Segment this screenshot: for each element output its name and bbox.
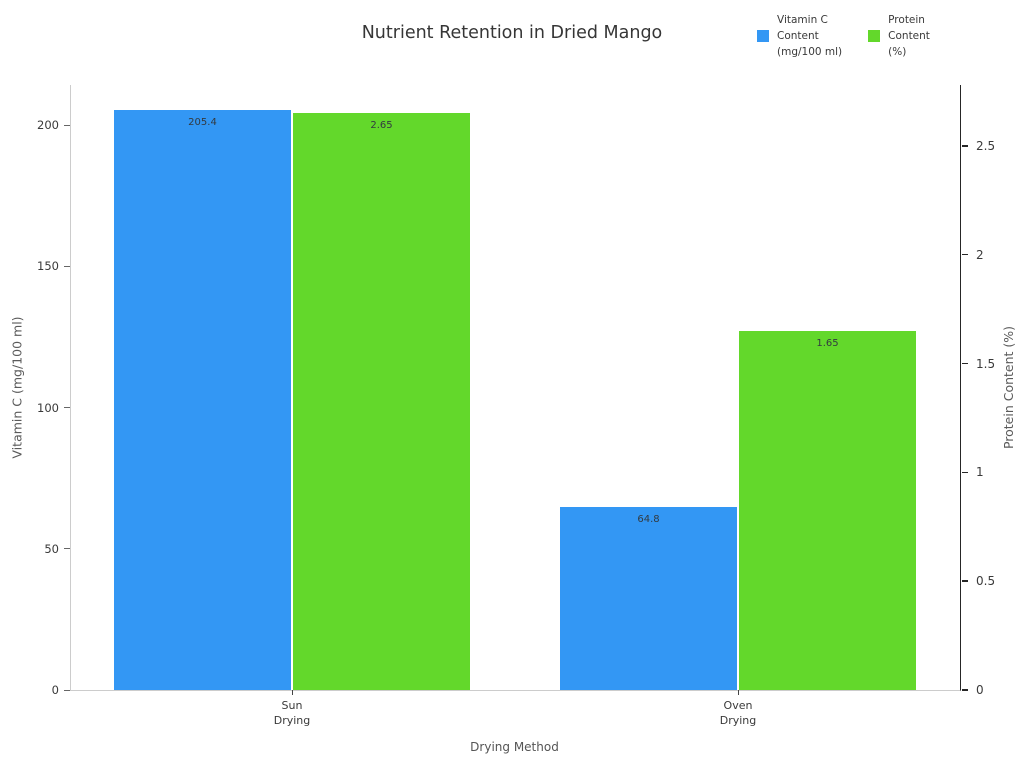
right-axis-tick <box>962 689 968 691</box>
right-axis-title-wrap: Protein Content (%) <box>996 85 1022 690</box>
right-axis-tick <box>962 471 968 474</box>
left-axis-tick-label: 150 <box>37 259 59 274</box>
left-axis-tick-label: 50 <box>44 541 59 556</box>
right-axis-tick <box>962 362 968 365</box>
legend: Vitamin C Content (mg/100 ml) Protein Con… <box>757 12 930 60</box>
chart-title: Nutrient Retention in Dried Mango <box>361 23 663 43</box>
left-axis-tick <box>64 548 70 550</box>
bar-value-label: 64.8 <box>637 513 660 525</box>
x-axis-title: Drying Method <box>470 740 559 754</box>
left-axis-title: Vitamin C (mg/100 ml) <box>9 316 25 459</box>
right-axis-title: Protein Content (%) <box>1001 325 1017 450</box>
legend-entry-label: Vitamin C Content (mg/100 ml) <box>777 14 843 58</box>
right-axis-tick <box>962 145 968 147</box>
bar-value-label: 205.4 <box>188 116 217 128</box>
legend-swatch-icon <box>757 30 769 42</box>
left-axis-tick-label: 0 <box>51 683 59 697</box>
right-axis-tick-label: 1.5 <box>976 356 996 371</box>
x-axis-tick <box>738 690 739 695</box>
right-axis-tick-label: 0 <box>976 683 984 697</box>
left-axis-tick <box>64 407 70 409</box>
left-axis-tick-label: 200 <box>37 118 59 133</box>
plot-area: 205.4 64.8 2.65 1.65 0 50 100 150 200 0 0.5 1 1.5 2 2.… <box>37 85 995 727</box>
x-axis-category-label: Sun Drying <box>273 699 311 727</box>
legend-entry-label: Protein Content (%) <box>888 14 930 58</box>
legend-entry-0: Vitamin C Content (mg/100 ml) <box>757 12 842 60</box>
x-axis-tick <box>292 690 293 695</box>
bar-series0-cat1 <box>560 506 737 690</box>
legend-swatch-icon <box>868 30 881 42</box>
right-axis-tick <box>962 580 968 582</box>
left-axis-tick-label: 100 <box>37 400 59 415</box>
right-axis-tick-label: 1 <box>976 465 984 480</box>
legend-entry-1: Protein Content (%) <box>868 12 930 60</box>
bar-series1-cat0 <box>293 113 470 690</box>
bar-series0-cat0 <box>114 109 291 690</box>
left-axis-tick <box>64 689 70 691</box>
right-axis-tick-label: 2.5 <box>976 138 996 153</box>
bar-value-label: 2.65 <box>370 120 393 132</box>
right-axis-tick <box>962 253 968 256</box>
left-axis-title-wrap: Vitamin C (mg/100 ml) <box>4 85 30 690</box>
bar-series1-cat1 <box>739 330 916 690</box>
bar-value-label: 1.65 <box>816 337 839 349</box>
left-axis-tick <box>64 265 70 267</box>
left-axis-tick <box>64 124 70 126</box>
right-axis-tick-label: 2 <box>976 247 984 262</box>
right-axis-tick-label: 0.5 <box>976 574 996 589</box>
x-axis-category-label: Oven Drying <box>719 699 757 727</box>
